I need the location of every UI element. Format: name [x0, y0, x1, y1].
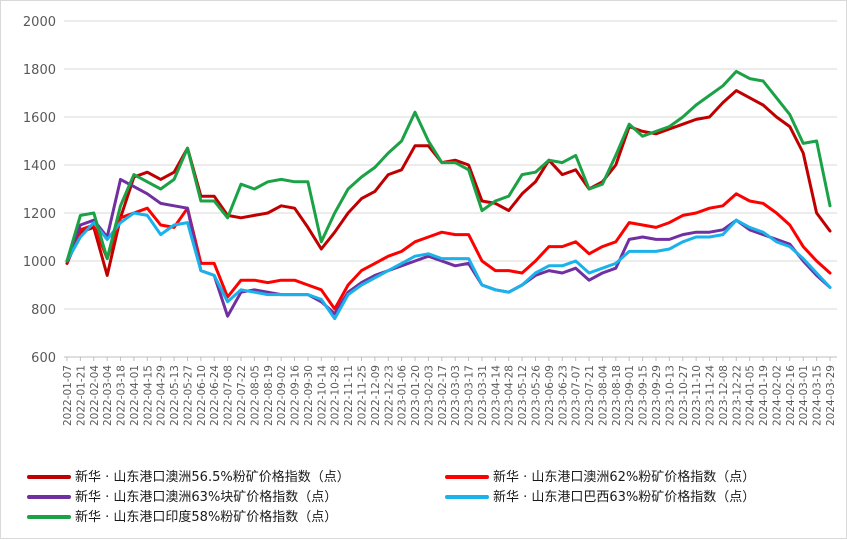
series-line-5: [65, 69, 832, 263]
x-tick-label: 2022-12-09: [370, 365, 382, 426]
x-tick-label: 2023-07-07: [571, 365, 583, 426]
x-tick-label: 2023-11-10: [691, 365, 703, 426]
x-tick-label: 2022-09-16: [290, 365, 302, 426]
x-tick-label: 2022-10-14: [316, 365, 328, 426]
x-tick-label: 2022-08-05: [249, 365, 261, 426]
x-tick-label: 2022-08-19: [263, 365, 275, 426]
x-tick-label: 2024-03-01: [798, 365, 810, 426]
x-tick-label: 2024-02-16: [785, 365, 797, 426]
x-tick-label: 2022-04-15: [142, 365, 154, 426]
x-tick-label: 2023-02-17: [437, 365, 449, 426]
x-tick-label: 2023-06-09: [544, 365, 556, 426]
x-tick-label: 2022-04-01: [129, 365, 141, 426]
x-tick-label: 2022-05-27: [182, 365, 194, 426]
y-tick-label: 1400: [23, 159, 56, 174]
x-tick-label: 2022-01-07: [62, 365, 74, 426]
x-tick-label: 2022-04-29: [156, 365, 168, 426]
legend: 新华 · 山东港口澳洲56.5%粉矿价格指数（点） 新华 · 山东港口澳洲62%粉…: [27, 469, 755, 525]
series-line-1: [65, 89, 832, 277]
y-tick-label: 1200: [23, 207, 56, 222]
x-tick-label: 2022-12-23: [383, 365, 395, 426]
x-tick-label: 2024-01-05: [745, 365, 757, 426]
x-tick-label: 2022-03-18: [116, 365, 128, 426]
x-tick-label: 2023-12-22: [731, 365, 743, 426]
x-tick-label: 2023-05-26: [531, 365, 543, 426]
x-tick-label: 2022-10-28: [330, 365, 342, 426]
x-tick-label: 2022-06-24: [209, 365, 221, 426]
x-axis-ticks: 2022-01-07 2022-01-21 2022-02-04 2022-03-04…: [62, 357, 837, 426]
legend-label-3: 新华 · 山东港口澳洲63%块矿价格指数（点）: [75, 489, 337, 505]
x-tick-label: 2023-12-08: [718, 365, 730, 426]
x-tick-label: 2022-06-10: [196, 365, 208, 426]
x-tick-label: 2023-10-13: [664, 365, 676, 426]
x-tick-label: 2022-03-04: [102, 365, 114, 426]
series-line-2: [65, 192, 832, 311]
x-tick-label: 2023-03-31: [477, 365, 489, 426]
y-tick-label: 1800: [23, 63, 56, 78]
x-tick-label: 2023-05-12: [517, 365, 529, 426]
x-tick-label: 2024-03-15: [812, 365, 824, 426]
y-tick-label: 2000: [23, 15, 56, 30]
x-tick-label: 2022-07-08: [223, 365, 235, 426]
x-tick-label: 2023-11-24: [705, 365, 717, 426]
x-tick-label: 2023-02-03: [423, 365, 435, 426]
x-tick-label: 2024-03-29: [825, 365, 837, 426]
x-tick-label: 2022-11-25: [356, 365, 368, 426]
x-tick-label: 2023-03-03: [450, 365, 462, 426]
x-tick-label: 2023-01-06: [397, 365, 409, 426]
x-tick-label: 2022-05-13: [169, 365, 181, 426]
x-tick-label: 2023-03-17: [464, 365, 476, 426]
x-tick-label: 2023-07-21: [584, 365, 596, 426]
x-tick-label: 2023-08-18: [611, 365, 623, 426]
legend-label-5: 新华 · 山东港口印度58%粉矿价格指数（点）: [75, 509, 337, 525]
y-axis-ticks: 600 800 1000 1200 1400 1600 1800 2000: [23, 15, 56, 366]
y-tick-label: 1600: [23, 111, 56, 126]
y-tick-label: 800: [31, 303, 56, 318]
x-tick-label: 2022-01-21: [75, 365, 87, 426]
legend-label-4: 新华 · 山东港口巴西63%粉矿价格指数（点）: [493, 489, 755, 505]
x-tick-label: 2022-07-22: [236, 365, 248, 426]
x-tick-label: 2022-11-11: [343, 365, 355, 426]
y-tick-label: 1000: [23, 255, 56, 270]
legend-label-1: 新华 · 山东港口澳洲56.5%粉矿价格指数（点）: [75, 469, 350, 485]
series-line-3: [65, 177, 832, 318]
x-tick-label: 2022-02-04: [89, 365, 101, 426]
series-line-4: [65, 211, 832, 321]
x-tick-label: 2024-01-19: [758, 365, 770, 426]
x-tick-label: 2022-09-30: [303, 365, 315, 426]
x-tick-label: 2023-09-01: [624, 365, 636, 426]
x-tick-label: 2023-04-28: [504, 365, 516, 426]
x-tick-label: 2024-02-02: [771, 365, 783, 426]
x-tick-label: 2022-09-02: [276, 365, 288, 426]
x-tick-label: 2023-04-14: [490, 365, 502, 426]
x-tick-label: 2023-08-04: [597, 365, 609, 426]
x-tick-label: 2023-09-15: [638, 365, 650, 426]
series-lines: [65, 69, 832, 321]
y-tick-label: 600: [31, 351, 56, 366]
legend-label-2: 新华 · 山东港口澳洲62%粉矿价格指数（点）: [493, 469, 755, 485]
x-tick-label: 2023-06-23: [557, 365, 569, 426]
x-tick-label: 2023-09-29: [651, 365, 663, 426]
x-tick-label: 2023-10-27: [678, 365, 690, 426]
x-tick-label: 2023-01-20: [410, 365, 422, 426]
